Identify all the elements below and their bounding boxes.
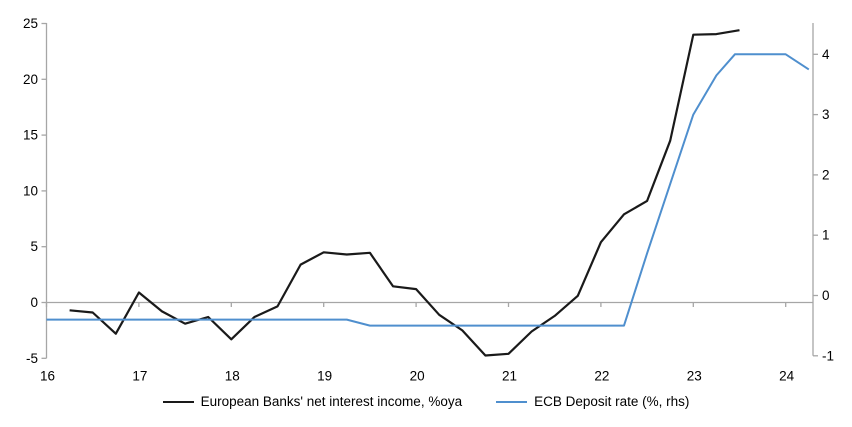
legend-line-sample-black [162,400,194,403]
chart-series-lines [46,29,810,357]
y-right-tick-label: 2 [822,167,830,182]
x-tick-label: 16 [40,369,55,384]
y-left-tick-label: 5 [30,239,38,254]
legend-label-ecb-deposit-rate: ECB Deposit rate (%, rhs) [534,394,690,409]
y-left-tick-label: 25 [23,16,38,31]
x-tick-label: 22 [594,369,609,384]
chart-axes [41,22,818,359]
x-tick-label: 24 [779,369,795,384]
x-tick-label: 17 [132,369,147,384]
y-left-tick-label: 0 [30,295,38,310]
x-tick-label: 23 [687,369,702,384]
y-left-tick-label: 15 [23,128,38,143]
y-right-tick-label: 1 [822,228,830,243]
chart-legend: European Banks' net interest income, %oy… [0,394,852,409]
x-tick-label: 19 [317,369,332,384]
series-line-ecb-deposit-rate [46,53,810,327]
y-left-tick-label: 20 [23,72,38,87]
series-line-net-interest-income [69,29,740,357]
x-tick-label: 21 [502,369,517,384]
y-right-tick-label: 0 [822,288,830,303]
y-left-tick-label: -5 [26,351,38,366]
y-right-tick-label: 3 [822,107,830,122]
x-tick-label: 18 [225,369,240,384]
legend-item-ecb-deposit-rate: ECB Deposit rate (%, rhs) [496,394,689,409]
legend-item-net-interest-income: European Banks' net interest income, %oy… [162,394,463,409]
x-tick-label: 20 [410,369,425,384]
y-right-tick-label: 4 [822,47,830,62]
legend-line-sample-blue [496,400,528,403]
y-right-tick-label: -1 [822,348,834,363]
y-left-tick-label: 10 [23,183,38,198]
legend-label-net-interest-income: European Banks' net interest income, %oy… [200,394,463,409]
